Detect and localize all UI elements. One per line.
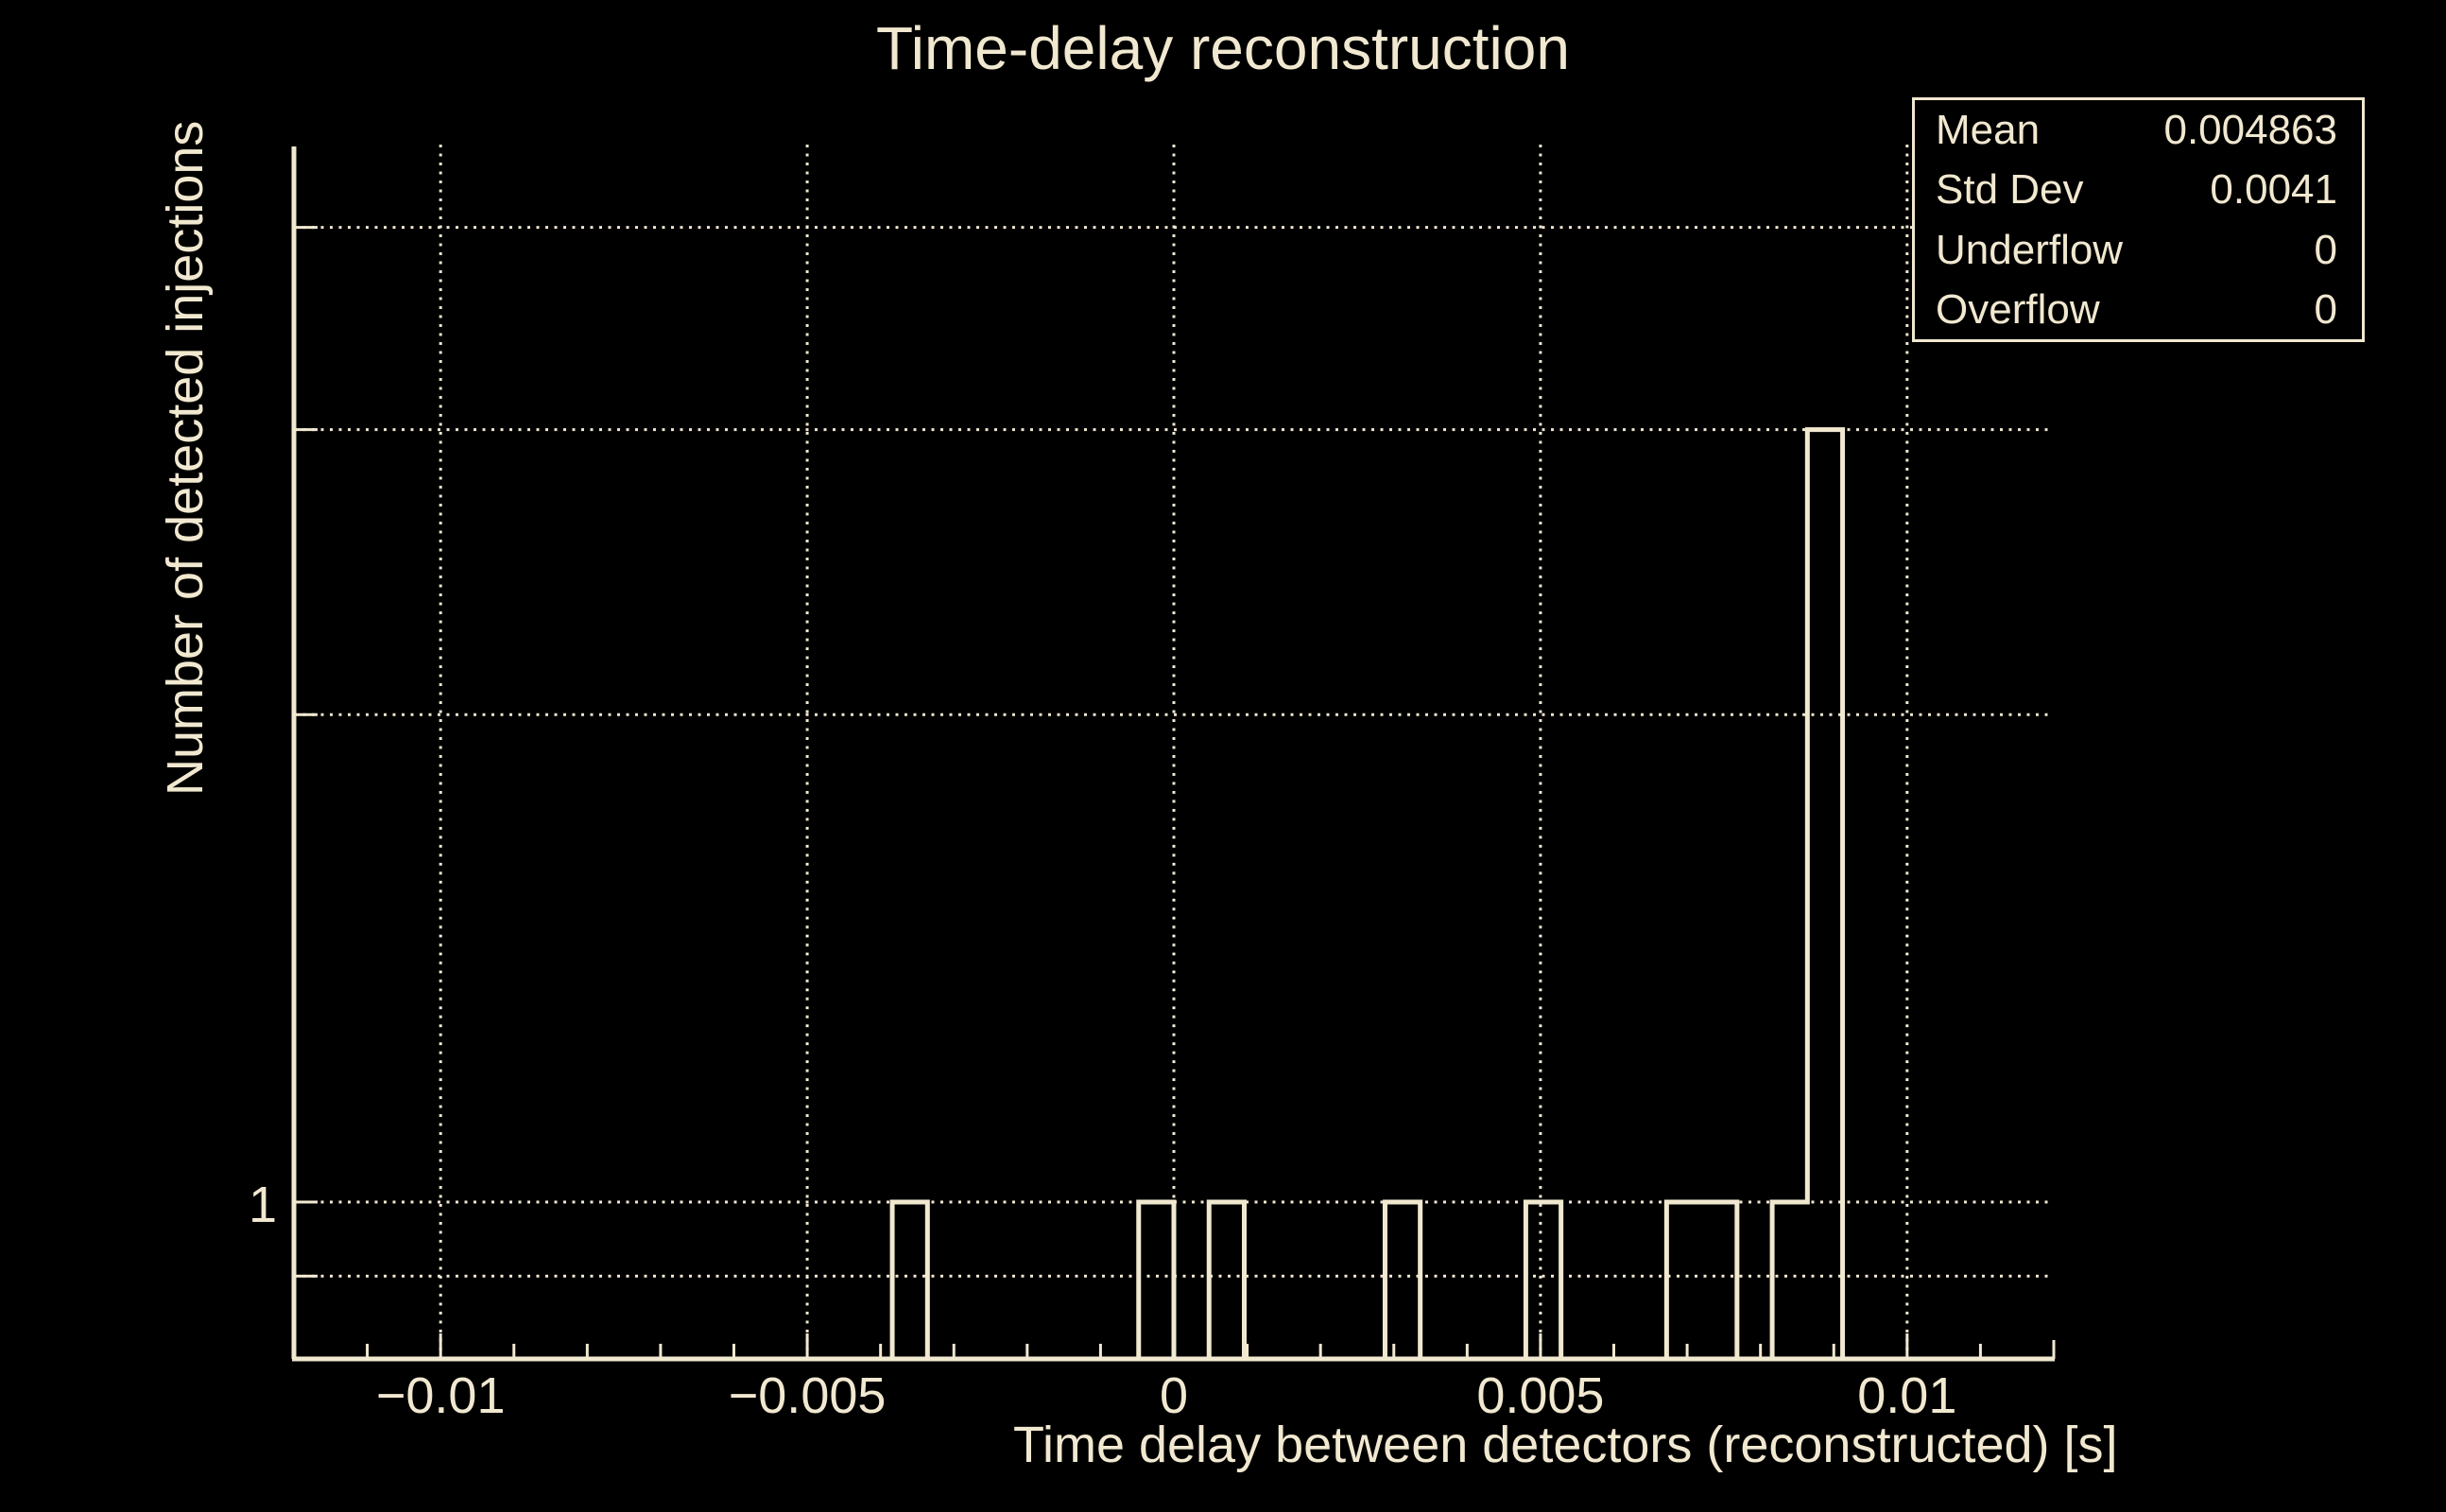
stat-label: Underflow [1936, 226, 2124, 273]
stat-value: 0 [2314, 285, 2337, 333]
stats-row: Overflow 0 [1915, 280, 2362, 339]
stat-label: Overflow [1936, 285, 2100, 333]
stats-row: Underflow 0 [1915, 220, 2362, 280]
histogram-bar-run [1663, 1199, 1740, 1359]
stat-value: 0.004863 [2163, 107, 2337, 154]
y-tick-label: 1 [248, 1177, 277, 1233]
x-axis-title: Time delay between detectors (reconstruc… [1013, 1417, 2118, 1473]
stat-value: 0.0041 [2210, 166, 2337, 214]
histogram-bar-run [1136, 1199, 1177, 1359]
histogram-bar-run [1382, 1199, 1423, 1359]
stats-box: Mean 0.004863 Std Dev 0.0041 Underflow 0… [1912, 97, 2365, 342]
stat-label: Mean [1936, 107, 2041, 154]
chart-title: Time-delay reconstruction [876, 14, 1570, 82]
stats-row: Mean 0.004863 [1915, 100, 2362, 160]
histogram-bar-run [1206, 1199, 1247, 1359]
stat-value: 0 [2314, 226, 2337, 273]
histogram-bar-run [1769, 427, 1846, 1359]
y-axis-title: Number of detected injections [157, 120, 214, 796]
histogram-bar-run [1523, 1199, 1564, 1359]
stats-row: Std Dev 0.0041 [1915, 160, 2362, 219]
histogram-bar-run [889, 1199, 930, 1359]
stat-label: Std Dev [1936, 166, 2084, 214]
